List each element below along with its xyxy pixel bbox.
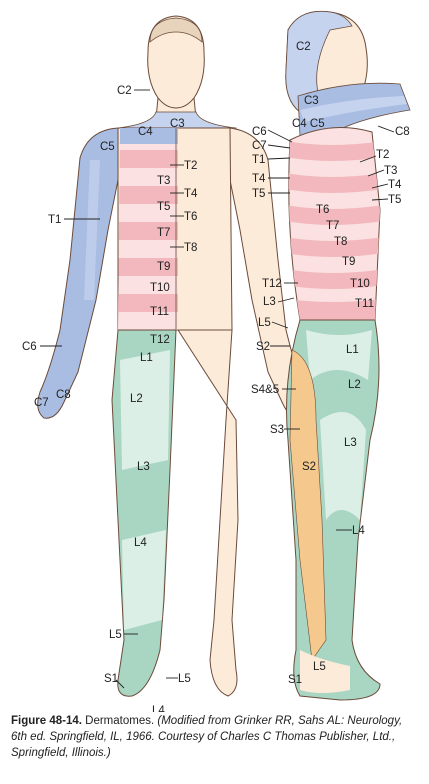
front-label-l2: L2 xyxy=(130,393,143,405)
caption-figure-number: Figure 48-14. xyxy=(11,715,82,727)
side-label-s2: S2 xyxy=(256,341,270,353)
front-label-t12: T12 xyxy=(150,334,170,346)
front-label-c8: C8 xyxy=(56,389,71,401)
front-label-t1: T1 xyxy=(48,214,61,226)
front-label-l5: L5 xyxy=(109,629,122,641)
side-label-s3: S3 xyxy=(270,424,284,436)
front-label-t4: T4 xyxy=(184,188,198,200)
caption-title: Dermatomes. xyxy=(85,715,155,727)
side-label-t8: T8 xyxy=(334,236,347,248)
side-label-t7: T7 xyxy=(326,220,339,232)
front-label-l4: L4 xyxy=(134,537,147,549)
front-label-t6: T6 xyxy=(184,211,197,223)
side-label-s2-leg: S2 xyxy=(302,461,316,473)
side-label-l5-foot: L5 xyxy=(313,661,326,673)
dermatome-figure: C2 C3 C4 C5 T2 T3 T4 T5 T6 T1 T7 T8 T9 T… xyxy=(22,10,411,712)
side-label-l1: L1 xyxy=(346,344,359,356)
side-label-t4: T4 xyxy=(252,173,266,185)
front-leg-right xyxy=(177,329,239,697)
front-label-t3: T3 xyxy=(157,175,170,187)
side-label-t12: T12 xyxy=(262,278,282,290)
front-label-t8: T8 xyxy=(184,242,197,254)
side-label-t5-back: T5 xyxy=(388,194,401,206)
front-label-c4: C4 xyxy=(138,126,153,138)
front-label-l4-foot: L4 xyxy=(152,705,165,712)
front-labels: C2 C3 C4 C5 T2 T3 T4 T5 T6 T1 T7 T8 T9 T… xyxy=(22,85,198,712)
front-label-t5: T5 xyxy=(157,201,170,213)
side-label-l3-leg: L3 xyxy=(344,437,357,449)
side-label-c8: C8 xyxy=(395,126,410,138)
side-label-l3: L3 xyxy=(263,296,276,308)
front-label-c3: C3 xyxy=(170,118,185,130)
side-label-c6: C6 xyxy=(252,126,267,138)
front-label-l1: L1 xyxy=(140,352,153,364)
side-label-t5: T5 xyxy=(252,188,265,200)
side-label-s4-5: S4&5 xyxy=(251,384,279,396)
side-label-t9: T9 xyxy=(342,256,355,268)
side-label-t4-back: T4 xyxy=(388,179,402,191)
front-label-c6: C6 xyxy=(22,341,37,353)
front-label-c2: C2 xyxy=(117,85,132,97)
side-label-t1: T1 xyxy=(252,154,265,166)
side-label-l2: L2 xyxy=(348,379,361,391)
side-figure xyxy=(285,10,411,701)
side-label-l4: L4 xyxy=(352,525,365,537)
side-label-c7: C7 xyxy=(252,140,267,152)
front-label-c7: C7 xyxy=(34,397,49,409)
front-label-c5: C5 xyxy=(100,141,115,153)
figure-caption: Figure 48-14. Dermatomes. (Modified from… xyxy=(11,713,421,761)
front-label-t9: T9 xyxy=(157,261,170,273)
side-label-t11: T11 xyxy=(355,298,374,310)
front-label-l3: L3 xyxy=(137,461,150,473)
side-label-t10: T10 xyxy=(350,278,370,290)
front-label-t2: T2 xyxy=(184,160,197,172)
side-label-t6: T6 xyxy=(316,204,329,216)
side-label-c2: C2 xyxy=(296,41,311,53)
side-label-l5: L5 xyxy=(258,317,271,329)
side-label-c4c5: C4 C5 xyxy=(292,118,325,130)
side-label-t3: T3 xyxy=(384,165,397,177)
side-label-c3: C3 xyxy=(304,95,319,107)
side-label-s1: S1 xyxy=(288,674,302,686)
side-label-t2: T2 xyxy=(376,149,389,161)
caption-credit: (Modified from Grinker RR, Sahs AL: Neur… xyxy=(11,715,403,759)
front-label-l5-foot: L5 xyxy=(178,673,191,685)
front-label-t7: T7 xyxy=(157,227,170,239)
front-label-s1: S1 xyxy=(104,673,118,685)
front-label-t10: T10 xyxy=(150,282,170,294)
side-labels: C2 C3 C4 C5 C8 C6 C7 T1 T2 T3 T4 T4 T5 T… xyxy=(251,41,410,686)
front-arm-left xyxy=(37,127,121,419)
front-label-t11: T11 xyxy=(150,306,169,318)
